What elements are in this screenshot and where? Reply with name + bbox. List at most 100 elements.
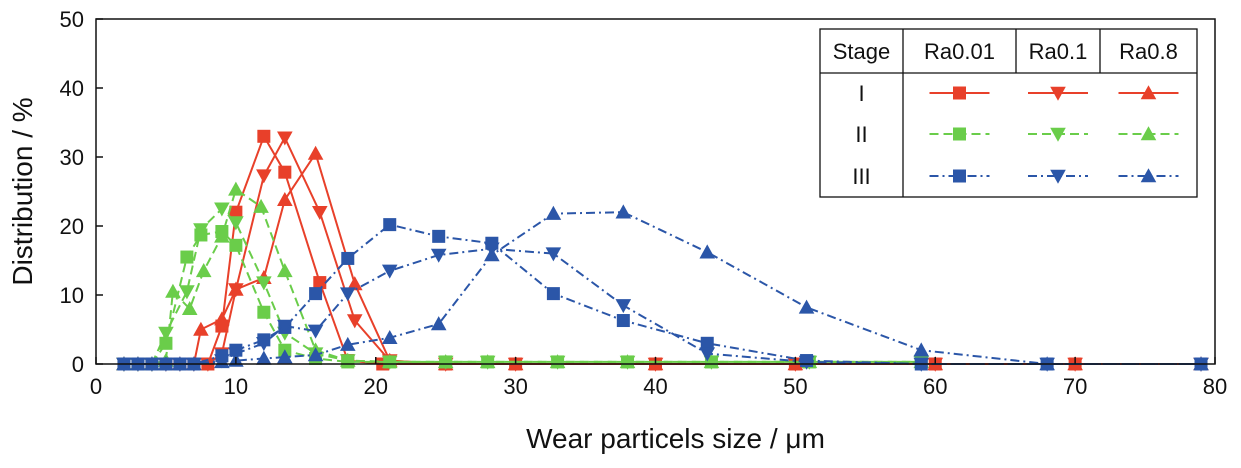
y-tick-label: 20 (60, 214, 84, 239)
x-tick-label: 50 (783, 374, 807, 399)
legend-marker (953, 86, 966, 100)
data-point (214, 228, 230, 243)
data-point (229, 205, 243, 219)
data-point (913, 342, 930, 357)
series-line (124, 187, 922, 365)
data-point (277, 319, 293, 334)
data-point (615, 299, 632, 314)
data-point (699, 347, 716, 362)
data-point (616, 314, 630, 328)
data-point (158, 356, 174, 371)
data-point (699, 244, 716, 259)
legend-frame (819, 28, 1198, 198)
data-point (546, 287, 560, 301)
series-line (124, 211, 1201, 365)
x-tick-label: 70 (1063, 374, 1087, 399)
data-point (432, 229, 446, 243)
y-tick-label: 0 (72, 352, 84, 377)
data-point (229, 238, 243, 252)
data-point (278, 165, 292, 179)
data-point (195, 263, 212, 278)
legend-header-cell: Ra0.1 (1029, 39, 1088, 64)
legend-stage-label: I (858, 81, 864, 106)
data-point (307, 347, 324, 362)
data-point (615, 204, 632, 219)
legend-header-cell: Ra0.8 (1119, 39, 1178, 64)
legend-stage-label: II (855, 122, 867, 147)
x-tick-label: 30 (503, 374, 527, 399)
data-point (179, 285, 195, 300)
data-point (700, 336, 714, 350)
data-point (277, 191, 293, 207)
data-point (228, 181, 244, 196)
data-point (165, 283, 181, 298)
legend-header-cell: Stage (833, 39, 891, 64)
legend-marker (1050, 169, 1066, 184)
legend-marker (1050, 127, 1066, 142)
data-point (180, 250, 194, 264)
data-point (257, 129, 271, 143)
data-point (277, 131, 293, 146)
data-point (341, 251, 355, 265)
data-point (116, 356, 132, 371)
data-point (339, 287, 356, 302)
data-point (256, 337, 272, 352)
data-point (381, 329, 398, 345)
data-point (545, 205, 562, 220)
data-point (798, 355, 815, 370)
data-point (339, 336, 356, 351)
data-point (307, 324, 324, 339)
data-point (257, 305, 271, 319)
data-point (545, 247, 562, 262)
y-tick-label: 10 (60, 283, 84, 308)
data-point (307, 145, 324, 160)
data-point (913, 357, 930, 372)
data-point (214, 202, 230, 217)
data-point (228, 281, 244, 296)
data-point (346, 314, 363, 329)
data-point (430, 248, 447, 263)
legend-stage-label: III (852, 164, 870, 189)
x-tick-label: 10 (224, 374, 248, 399)
x-axis-title: Wear particels size / μm (526, 423, 825, 454)
legend-marker (953, 127, 966, 141)
data-point (277, 263, 293, 278)
legend-marker (1140, 126, 1157, 141)
legend-marker (1050, 86, 1066, 101)
legend-marker (1140, 168, 1157, 183)
x-tick-label: 80 (1203, 374, 1227, 399)
x-tick-label: 60 (923, 374, 947, 399)
data-point (256, 350, 272, 365)
data-point (253, 198, 269, 213)
data-point (193, 223, 209, 238)
data-point (312, 205, 328, 220)
data-point (181, 301, 198, 316)
x-tick-label: 20 (364, 374, 388, 399)
data-point (186, 356, 202, 371)
data-point (309, 287, 323, 301)
series-line (124, 230, 922, 365)
y-tick-label: 40 (60, 76, 84, 101)
data-point (1039, 356, 1055, 371)
axes: 0 10 20 30 40 50 60 70 80 0 10 20 30 40 50 Wear partice… (7, 7, 1227, 454)
y-axis-title: Distribution / % (7, 97, 38, 285)
data-point (277, 349, 293, 364)
legend-marker (1140, 85, 1157, 100)
data-point (798, 299, 815, 314)
data-point (193, 321, 209, 336)
data-point (214, 311, 230, 326)
data-point (430, 316, 447, 331)
data-point (346, 276, 363, 291)
data-point (130, 356, 146, 371)
series-line (124, 223, 1201, 365)
legend-header-cell: Ra0.01 (924, 39, 995, 64)
data-point (383, 218, 397, 232)
legend-marker (953, 169, 966, 183)
data-point (144, 356, 160, 371)
y-tick-label: 30 (60, 145, 84, 170)
data-point (484, 247, 500, 262)
data-point (381, 264, 398, 279)
data-point (256, 169, 272, 184)
